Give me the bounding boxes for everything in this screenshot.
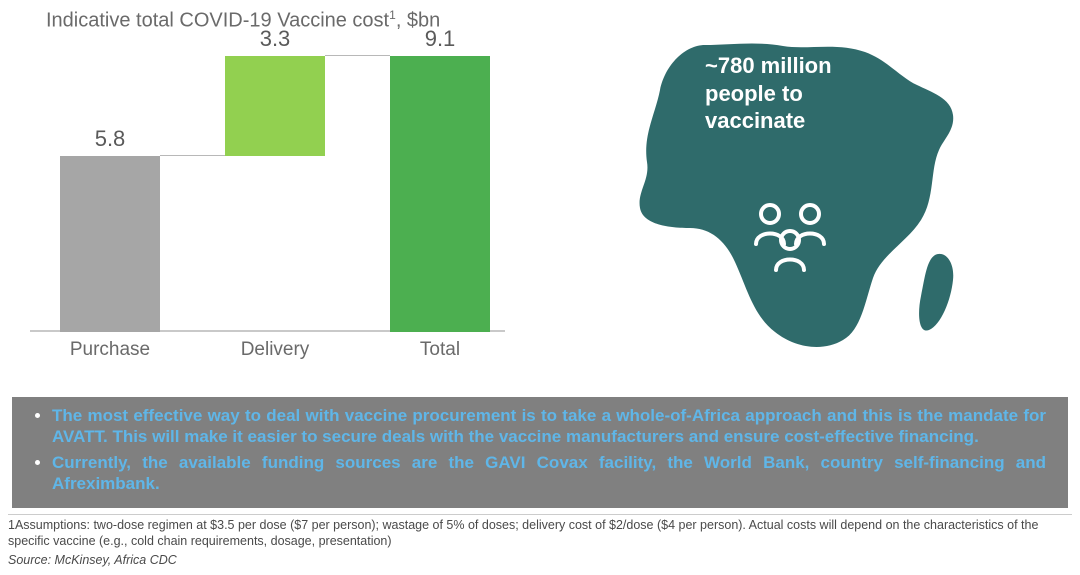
bar-value-delivery: 3.3 [225, 26, 325, 52]
bar-value-total: 9.1 [390, 26, 490, 52]
connector-purchase-delivery [160, 155, 225, 156]
footnote-divider [8, 514, 1072, 515]
bar-label-delivery: Delivery [205, 339, 345, 361]
waterfall-chart: 5.8Purchase3.3Delivery9.1Total [30, 56, 505, 361]
africa-map: ~780 million people to vaccinate [625, 30, 1005, 365]
callout-line-3: vaccinate [705, 107, 832, 135]
bar-label-total: Total [370, 339, 510, 361]
callout-line-2: people to [705, 80, 832, 108]
bar-fill-delivery [225, 56, 325, 156]
bar-fill-purchase [60, 156, 160, 332]
bar-fill-total [390, 56, 490, 332]
bar-purchase: 5.8 [60, 156, 160, 332]
chart-title-prefix: Indicative total COVID-19 Vaccine cost [46, 10, 389, 32]
info-list: The most effective way to deal with vacc… [34, 405, 1046, 494]
info-item-2: Currently, the available funding sources… [52, 452, 1046, 495]
info-item-1: The most effective way to deal with vacc… [52, 405, 1046, 448]
bar-value-purchase: 5.8 [60, 126, 160, 152]
footnote-source: Source: McKinsey, Africa CDC [8, 553, 1072, 569]
footnote: 1Assumptions: two-dose regimen at $3.5 p… [8, 518, 1072, 569]
info-box: The most effective way to deal with vacc… [12, 397, 1068, 508]
bar-label-purchase: Purchase [40, 339, 180, 361]
info-item-2-text: Currently, the available funding sources… [52, 453, 1046, 493]
chart-title-sup: 1 [389, 8, 396, 22]
info-item-1-text: The most effective way to deal with vacc… [52, 406, 1046, 446]
madagascar-shape [919, 254, 953, 331]
vaccinate-callout: ~780 million people to vaccinate [705, 52, 832, 135]
callout-line-1: ~780 million [705, 52, 832, 80]
connector-delivery-total [325, 55, 390, 56]
bar-delivery: 3.3 [225, 56, 325, 156]
bar-total: 9.1 [390, 56, 490, 332]
footnote-assumptions: 1Assumptions: two-dose regimen at $3.5 p… [8, 518, 1072, 549]
